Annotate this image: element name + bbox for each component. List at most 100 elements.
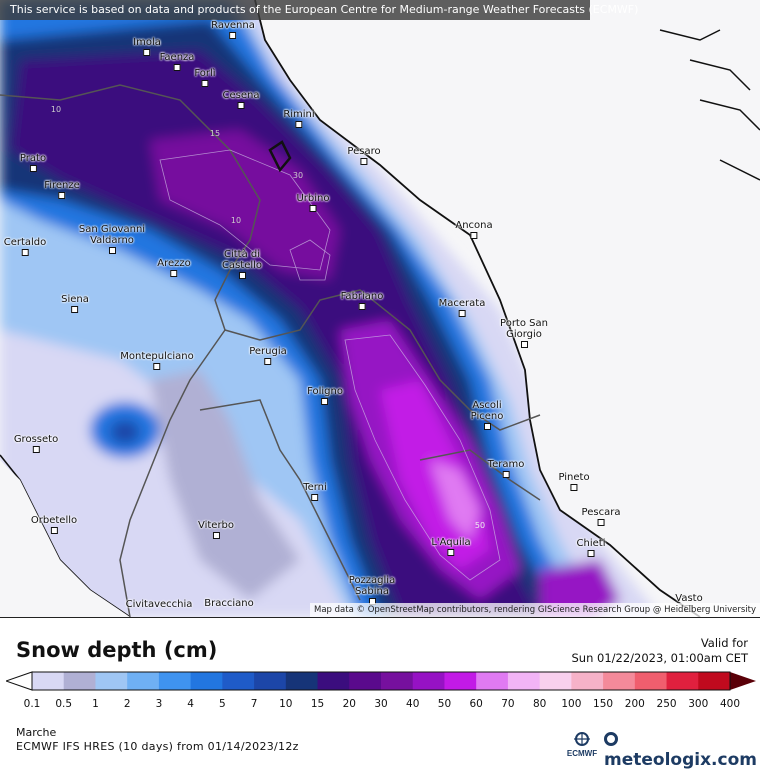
city-label: Porto San Giorgio xyxy=(500,318,548,340)
city-label: Perugia xyxy=(249,346,287,357)
scale-tick-label: 30 xyxy=(374,698,388,710)
region-name: Marche xyxy=(16,726,57,739)
city-cesena[interactable]: Cesena xyxy=(223,90,259,109)
city-macerata[interactable]: Macerata xyxy=(439,298,485,317)
legend-panel: Snow depth (cm) Valid for Sun 01/22/2023… xyxy=(0,618,760,770)
scale-swatch xyxy=(222,672,255,690)
city-marker xyxy=(587,550,595,557)
scale-swatch xyxy=(158,672,192,690)
scale-tick-label: 40 xyxy=(406,698,420,710)
city-label: Prato xyxy=(19,153,47,164)
city-bracciano[interactable]: Bracciano xyxy=(204,598,253,609)
scale-swatch xyxy=(507,672,541,690)
scale-swatch xyxy=(698,672,731,690)
city-montepulciano[interactable]: Montepulciano xyxy=(120,351,194,370)
scale-swatch xyxy=(539,672,572,690)
city-marker xyxy=(309,205,317,212)
legend-title: Snow depth (cm) xyxy=(16,638,218,662)
meteologix-logo[interactable]: meteologix.com xyxy=(604,730,760,770)
scale-swatch xyxy=(95,672,128,690)
city-firenze[interactable]: Firenze xyxy=(44,180,80,199)
scale-tick-label: 300 xyxy=(688,698,709,710)
city-pesaro[interactable]: Pesaro xyxy=(347,146,381,165)
scale-swatch xyxy=(190,672,223,690)
city-ascoli-piceno[interactable]: Ascoli Piceno xyxy=(467,400,507,430)
city-pineto[interactable]: Pineto xyxy=(558,472,590,491)
city-marker xyxy=(483,423,491,430)
contour-label: 15 xyxy=(209,129,221,138)
city-laquila[interactable]: L'Aquila xyxy=(431,537,471,556)
scale-tick-label: 5 xyxy=(219,698,226,710)
city-civitavecchia[interactable]: Civitavecchia xyxy=(126,599,193,610)
scale-swatch xyxy=(444,672,477,690)
city-fabriano[interactable]: Fabriano xyxy=(340,291,384,310)
city-marker xyxy=(58,192,66,199)
city-marker xyxy=(153,363,161,370)
city-prato[interactable]: Prato xyxy=(20,153,46,172)
city-label: Fabriano xyxy=(340,291,384,302)
city-label: Pescara xyxy=(581,507,621,518)
city-marker xyxy=(71,306,79,313)
city-ancona[interactable]: Ancona xyxy=(455,220,493,239)
scale-swatch xyxy=(254,672,287,690)
city-forli[interactable]: Forlì xyxy=(194,68,216,87)
snow-depth-map[interactable]: This service is based on data and produc… xyxy=(0,0,760,618)
valid-time: Valid for Sun 01/22/2023, 01:00am CET xyxy=(572,636,749,666)
city-label: Ascoli Piceno xyxy=(470,400,504,422)
city-pescara[interactable]: Pescara xyxy=(581,507,621,526)
city-marker xyxy=(570,484,578,491)
city-citta-di-castello[interactable]: Città di Castello xyxy=(217,249,267,279)
scale-swatch xyxy=(603,672,636,690)
city-san-giovanni-valdarno[interactable]: San Giovanni Valdarno xyxy=(75,224,149,254)
city-orbetello[interactable]: Orbetello xyxy=(31,515,77,534)
city-marker xyxy=(360,158,368,165)
model-run: ECMWF IFS HRES (10 days) from 01/14/2023… xyxy=(16,740,299,753)
city-ravenna[interactable]: Ravenna xyxy=(211,20,255,39)
city-label: Pesaro xyxy=(347,146,381,157)
city-label: Terni xyxy=(303,482,327,493)
city-faenza[interactable]: Faenza xyxy=(160,52,194,71)
city-marker xyxy=(29,165,37,172)
city-porto-san-giorgio[interactable]: Porto San Giorgio xyxy=(496,318,552,348)
map-attribution: Map data © OpenStreetMap contributors, r… xyxy=(310,603,760,617)
city-label: Imola xyxy=(133,37,161,48)
scale-tick-label: 3 xyxy=(155,698,163,710)
city-terni[interactable]: Terni xyxy=(303,482,327,501)
scale-swatch xyxy=(476,672,509,690)
city-siena[interactable]: Siena xyxy=(61,294,89,313)
city-marker xyxy=(212,532,220,539)
scale-tick-label: 7 xyxy=(250,698,258,710)
city-label: Bracciano xyxy=(204,598,254,609)
city-rimini[interactable]: Rimini xyxy=(283,109,315,128)
scale-tick-label: 200 xyxy=(624,698,645,710)
city-marker xyxy=(50,527,58,534)
contour-label: 50 xyxy=(474,521,486,530)
city-foligno[interactable]: Foligno xyxy=(307,386,343,405)
city-viterbo[interactable]: Viterbo xyxy=(198,520,234,539)
city-marker xyxy=(238,272,246,279)
city-marker xyxy=(458,310,466,317)
city-marker xyxy=(358,303,366,310)
city-label: Teramo xyxy=(487,459,525,470)
city-pozzaglia-sabina[interactable]: Pozzaglia Sabina xyxy=(342,575,402,605)
scale-tick-label: 400 xyxy=(719,698,741,710)
city-perugia[interactable]: Perugia xyxy=(249,346,287,365)
city-certaldo[interactable]: Certaldo xyxy=(4,237,46,256)
scale-tick-label: 20 xyxy=(342,698,356,710)
scale-tick-label: 10 xyxy=(279,698,293,710)
scale-tick-label: 4 xyxy=(187,698,194,710)
city-chieti[interactable]: Chieti xyxy=(577,538,605,557)
ecmwf-logo[interactable]: ECMWF xyxy=(562,730,602,758)
city-marker xyxy=(237,102,245,109)
city-arezzo[interactable]: Arezzo xyxy=(157,258,191,277)
city-marker xyxy=(321,398,329,405)
city-label: Arezzo xyxy=(157,258,191,269)
city-grosseto[interactable]: Grosseto xyxy=(14,434,58,453)
city-label: Montepulciano xyxy=(120,351,194,362)
scale-tick-label: 100 xyxy=(561,698,582,710)
city-marker xyxy=(201,80,209,87)
city-teramo[interactable]: Teramo xyxy=(487,459,525,478)
city-urbino[interactable]: Urbino xyxy=(296,193,330,212)
city-imola[interactable]: Imola xyxy=(133,37,161,56)
city-marker xyxy=(21,249,29,256)
